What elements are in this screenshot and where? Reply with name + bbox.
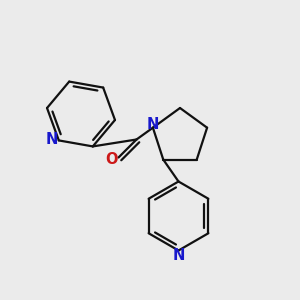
Text: N: N [147,117,159,132]
Text: N: N [46,132,58,147]
Text: N: N [172,248,185,263]
Text: O: O [106,152,118,166]
